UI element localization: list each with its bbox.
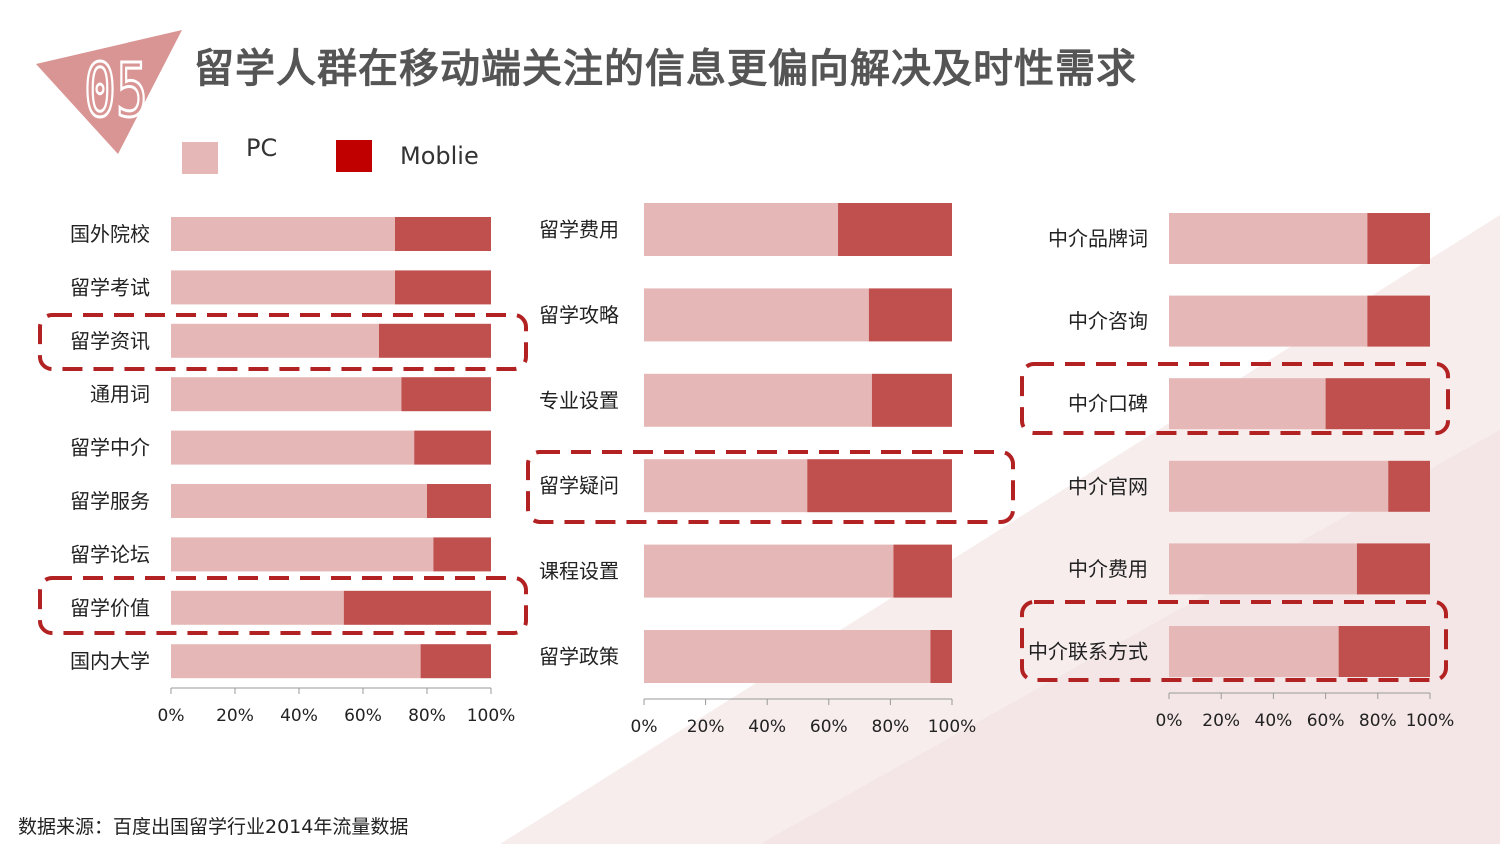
bar-pc-c1-4: [171, 377, 402, 412]
bar-mobile-c3-6: [1338, 626, 1430, 677]
category-label-c2-6: 留学政策: [539, 645, 619, 669]
category-label-c2-5: 课程设置: [539, 559, 619, 583]
bar-pc-c2-3: [644, 373, 872, 427]
x-tick-label-c2-2: 40%: [748, 717, 786, 737]
x-tick-label-c1-0: 0%: [158, 706, 185, 726]
category-label-c1-5: 留学中介: [70, 436, 150, 460]
category-label-c2-4: 留学疑问: [539, 474, 619, 498]
bar-mobile-c3-2: [1367, 295, 1430, 347]
bar-mobile-c2-2: [868, 288, 952, 342]
category-label-c2-3: 专业设置: [539, 388, 619, 412]
x-tick-label-c2-0: 0%: [631, 717, 658, 737]
bar-pc-c2-1: [644, 203, 839, 256]
legend-swatch-pc: [182, 142, 218, 174]
x-tick-label-c1-1: 20%: [216, 706, 254, 726]
bar-pc-c3-2: [1169, 295, 1368, 347]
bar-mobile-c2-4: [807, 459, 952, 513]
bar-mobile-c1-4: [401, 377, 491, 412]
bar-mobile-c1-8: [343, 590, 491, 625]
bar-pc-c3-6: [1169, 626, 1339, 677]
category-label-c2-2: 留学攻略: [539, 303, 619, 327]
bar-mobile-c2-1: [838, 203, 952, 256]
highlight-box-c1-3: [38, 313, 528, 371]
bar-mobile-c1-6: [427, 484, 491, 518]
x-tick-label-c1-3: 60%: [344, 706, 382, 726]
x-tick-label-c1-2: 40%: [280, 706, 318, 726]
x-tick-label-c1-4: 80%: [408, 706, 446, 726]
highlight-box-c1-8: [38, 576, 528, 635]
section-number-badge: 05: [36, 30, 182, 154]
section-number: 05: [84, 48, 148, 134]
page-title: 留学人群在移动端关注的信息更偏向解决及时性需求: [194, 46, 1137, 92]
bar-mobile-c1-3: [379, 323, 491, 358]
category-label-c1-3: 留学资讯: [70, 329, 150, 353]
bar-pc-c1-6: [171, 484, 427, 518]
category-label-c1-4: 通用词: [90, 382, 150, 406]
bar-mobile-c2-3: [871, 373, 952, 427]
bar-pc-c1-9: [171, 644, 421, 679]
x-tick-label-c3-4: 80%: [1359, 711, 1397, 731]
category-label-c3-5: 中介费用: [1068, 557, 1148, 581]
bar-mobile-c3-5: [1356, 543, 1430, 595]
bar-mobile-c1-5: [414, 430, 491, 465]
bar-pc-c3-3: [1169, 378, 1326, 430]
category-label-c3-1: 中介品牌词: [1048, 227, 1148, 251]
bar-pc-c3-1: [1169, 213, 1368, 264]
x-tick-label-c3-5: 100%: [1406, 711, 1455, 731]
bar-mobile-c1-7: [433, 537, 491, 572]
legend-label-pc: PC: [246, 134, 278, 162]
category-label-c1-9: 国内大学: [70, 649, 150, 673]
bar-mobile-c3-1: [1367, 213, 1430, 264]
bar-mobile-c1-1: [395, 217, 491, 251]
highlight-box-c3-6: [1020, 600, 1448, 682]
category-label-c1-7: 留学论坛: [70, 542, 150, 566]
highlight-box-c3-3: [1020, 362, 1450, 435]
bar-pc-c1-5: [171, 430, 415, 465]
legend-item-pc: PC: [182, 134, 277, 174]
bar-mobile-c1-2: [395, 270, 491, 305]
x-tick-label-c2-1: 20%: [687, 717, 725, 737]
category-label-c3-3: 中介口碑: [1068, 392, 1148, 416]
bar-pc-c2-4: [644, 459, 808, 513]
x-tick-label-c3-2: 40%: [1255, 711, 1293, 731]
highlight-box-c2-4: [526, 450, 1015, 524]
bar-mobile-c3-3: [1325, 378, 1430, 430]
category-label-c1-6: 留学服务: [70, 489, 150, 513]
x-tick-label-c3-3: 60%: [1307, 711, 1345, 731]
bar-pc-c1-7: [171, 537, 434, 572]
category-label-c1-8: 留学价值: [70, 596, 150, 620]
bar-pc-c1-2: [171, 270, 395, 305]
legend-item-mobile: Moblie: [336, 140, 479, 172]
category-label-c2-1: 留学费用: [539, 218, 619, 242]
bar-pc-c2-5: [644, 544, 894, 598]
x-tick-label-c2-3: 60%: [810, 717, 848, 737]
bar-mobile-c1-9: [420, 644, 491, 679]
bar-mobile-c2-6: [930, 630, 952, 683]
bar-pc-c2-6: [644, 630, 931, 683]
bar-pc-c1-1: [171, 217, 395, 251]
bar-pc-c1-8: [171, 590, 344, 625]
category-label-c1-1: 国外院校: [70, 222, 150, 246]
category-label-c3-6: 中介联系方式: [1028, 640, 1148, 664]
category-label-c3-2: 中介咨询: [1068, 309, 1148, 333]
bar-pc-c1-3: [171, 323, 379, 358]
category-label-c3-4: 中介官网: [1068, 474, 1148, 498]
category-label-c1-2: 留学考试: [70, 275, 150, 299]
bar-pc-c2-2: [644, 288, 869, 342]
bar-pc-c3-4: [1169, 460, 1389, 512]
bar-pc-c3-5: [1169, 543, 1357, 595]
bar-mobile-c3-4: [1388, 460, 1430, 512]
bar-mobile-c2-5: [893, 544, 952, 598]
x-tick-label-c3-0: 0%: [1156, 711, 1183, 731]
x-tick-label-c2-5: 100%: [928, 717, 977, 737]
legend-swatch-mobile: [336, 140, 372, 172]
x-tick-label-c2-4: 80%: [872, 717, 910, 737]
legend-label-mobile: Moblie: [400, 142, 479, 170]
x-tick-label-c1-5: 100%: [467, 706, 516, 726]
data-source-note: 数据来源：百度出国留学行业2014年流量数据: [18, 816, 409, 838]
x-tick-label-c3-1: 20%: [1202, 711, 1240, 731]
